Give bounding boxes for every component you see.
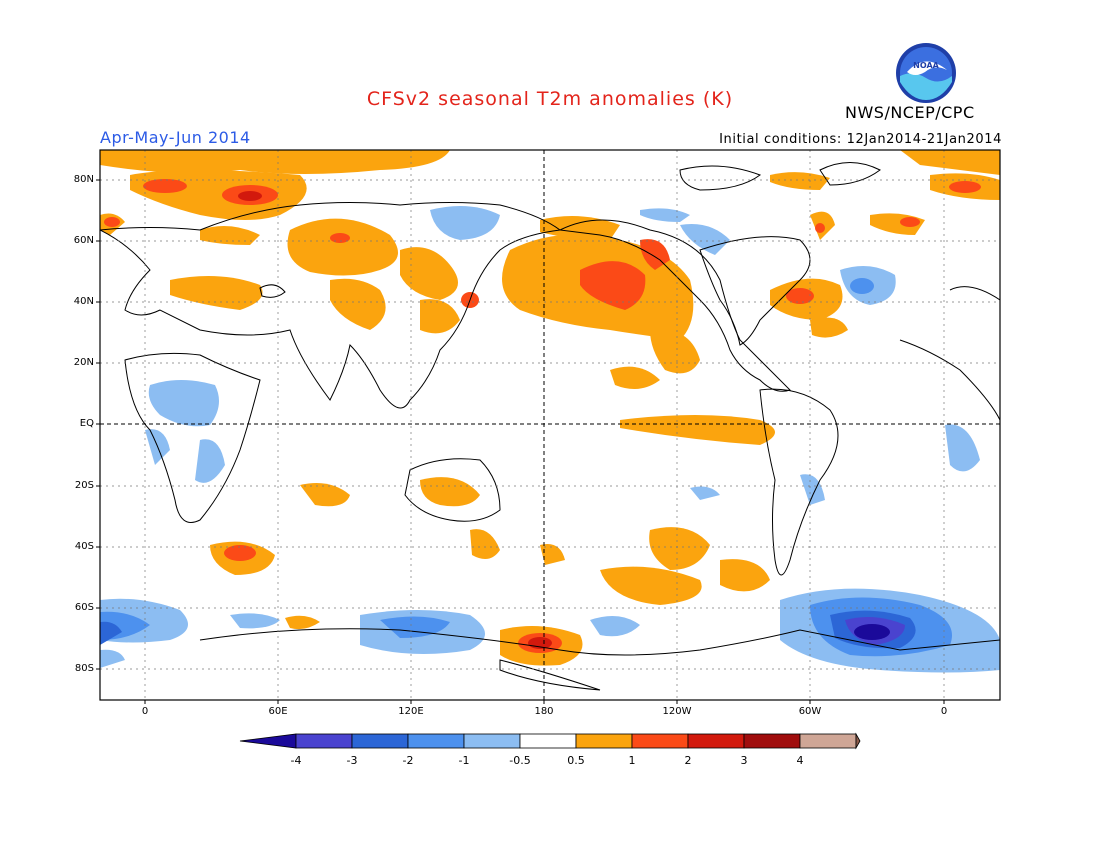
lat-label-60s: 60S	[74, 602, 94, 613]
lat-label-20s: 20S	[74, 480, 94, 491]
lon-label-0: 0	[141, 706, 149, 717]
lat-label-60n: 60N	[73, 235, 94, 246]
colorbar-label: -2	[402, 754, 414, 767]
lat-label-eq: EQ	[79, 418, 94, 429]
colorbar-label: -0.5	[509, 754, 531, 767]
lat-label-40n: 40N	[73, 296, 94, 307]
lon-label-120e: 120E	[398, 706, 424, 717]
coastlines	[100, 162, 1000, 691]
lat-label-80s: 80S	[74, 663, 94, 674]
map-frame	[99, 149, 1001, 701]
colorbar	[239, 732, 861, 750]
lon-label-0-east: 0	[940, 706, 948, 717]
arctic-warm-region	[100, 150, 450, 174]
grid-lines	[100, 150, 1000, 700]
lat-label-20n: 20N	[73, 357, 94, 368]
lat-label-40s: 40S	[74, 541, 94, 552]
map-title: CFSv2 seasonal T2m anomalies (K)	[366, 88, 734, 110]
colorbar-label: 4	[796, 754, 804, 767]
season-label: Apr-May-Jun 2014	[100, 128, 251, 147]
colorbar-label: 3	[740, 754, 748, 767]
colorbar-label: 0.5	[567, 754, 585, 767]
colorbar-label: 1	[628, 754, 636, 767]
noaa-logo-icon: NOAA	[896, 43, 956, 103]
initial-conditions-label: Initial conditions: 12Jan2014-21Jan2014	[719, 132, 1002, 147]
colorbar-label: -4	[290, 754, 302, 767]
lon-label-120w: 120W	[662, 706, 692, 717]
lon-label-60w: 60W	[798, 706, 822, 717]
svg-text:NOAA: NOAA	[913, 61, 939, 70]
lat-label-80n: 80N	[73, 174, 94, 185]
agency-label: NWS/NCEP/CPC	[845, 103, 975, 122]
colorbar-label: -3	[346, 754, 358, 767]
equatorial-pacific-warm-region	[620, 415, 775, 445]
lon-label-180: 180	[534, 706, 554, 717]
colorbar-label: 2	[684, 754, 692, 767]
colorbar-label: -1	[458, 754, 470, 767]
lon-label-60e: 60E	[268, 706, 288, 717]
equator-dateline	[100, 150, 1000, 700]
